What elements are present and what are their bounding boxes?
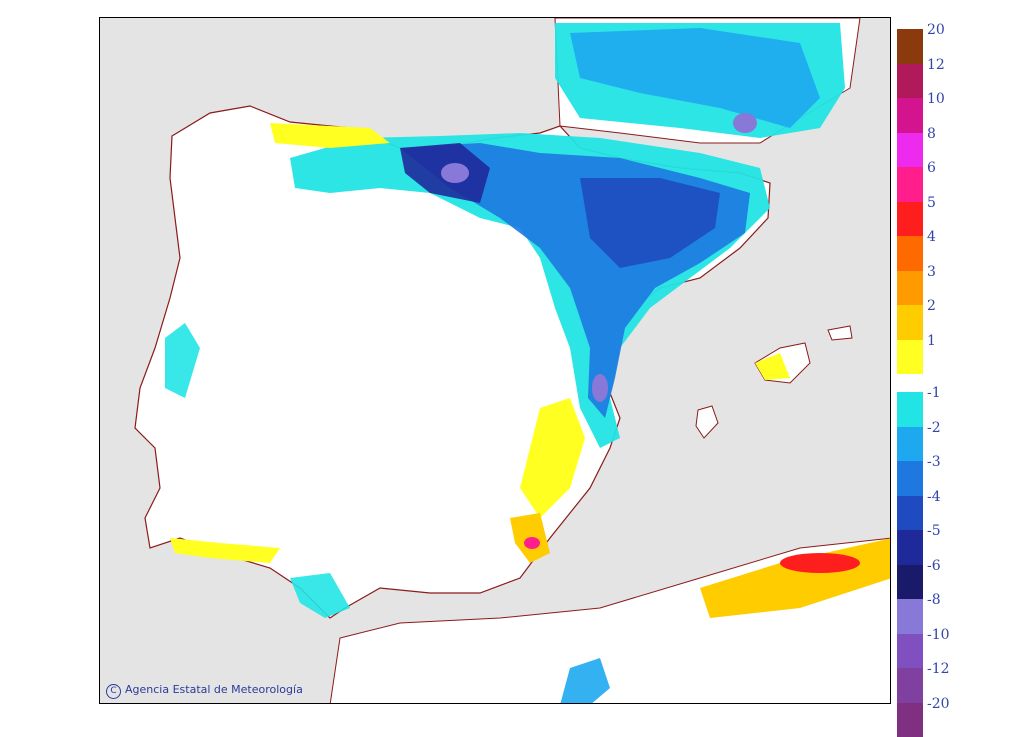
legend-label: -12 (927, 661, 950, 677)
legend-swatch (897, 236, 923, 271)
legend-label: 8 (927, 126, 936, 142)
legend-swatch (897, 530, 923, 565)
ibiza-land (696, 406, 718, 438)
legend-swatch (897, 202, 923, 237)
legend-swatch (897, 668, 923, 703)
legend-swatch (897, 340, 923, 375)
credit-text: Agencia Estatal de Meteorología (125, 683, 303, 696)
legend-swatch (897, 305, 923, 340)
legend-swatch (897, 133, 923, 168)
copyright-icon: C (106, 684, 121, 699)
legend-label: 3 (927, 264, 936, 280)
legend-swatch (897, 565, 923, 600)
menorca-land (828, 326, 852, 340)
legend-swatch (897, 599, 923, 634)
legend-swatch (897, 167, 923, 202)
legend-label: -3 (927, 454, 941, 470)
legend-label: 4 (927, 229, 936, 245)
legend-label: -4 (927, 489, 941, 505)
legend-label: -5 (927, 523, 941, 539)
legend-swatch (897, 392, 923, 427)
anomaly-map: C Agencia Estatal de Meteorología semet (99, 17, 891, 704)
legend-label: -6 (927, 558, 941, 574)
legend-swatch (897, 98, 923, 133)
map-canvas (100, 18, 891, 704)
legend-label: -2 (927, 420, 941, 436)
legend-label: 2 (927, 298, 936, 314)
legend-label: 5 (927, 195, 936, 211)
legend-swatch (897, 29, 923, 64)
cold-core-ebro (441, 163, 469, 183)
aemet-credit: C Agencia Estatal de Meteorología (106, 683, 303, 699)
legend-label: 12 (927, 57, 945, 73)
legend-label: 1 (927, 333, 936, 349)
legend-label: 10 (927, 91, 945, 107)
legend-label: -10 (927, 627, 950, 643)
legend-label: -8 (927, 592, 941, 608)
legend-label: -1 (927, 385, 941, 401)
legend-swatch (897, 461, 923, 496)
warm-core-africa (780, 553, 860, 573)
legend-swatch (897, 64, 923, 99)
legend-swatch (897, 427, 923, 462)
cold-core-france (733, 113, 757, 133)
legend-swatch (897, 271, 923, 306)
legend-label: 6 (927, 160, 936, 176)
watermark: semet (813, 671, 882, 695)
cold-core-valencia (592, 374, 608, 402)
legend-swatch (897, 496, 923, 531)
legend-label: -20 (927, 696, 950, 712)
legend-label: 20 (927, 22, 945, 38)
warm-core-almeria (524, 537, 540, 549)
legend-swatch (897, 634, 923, 669)
